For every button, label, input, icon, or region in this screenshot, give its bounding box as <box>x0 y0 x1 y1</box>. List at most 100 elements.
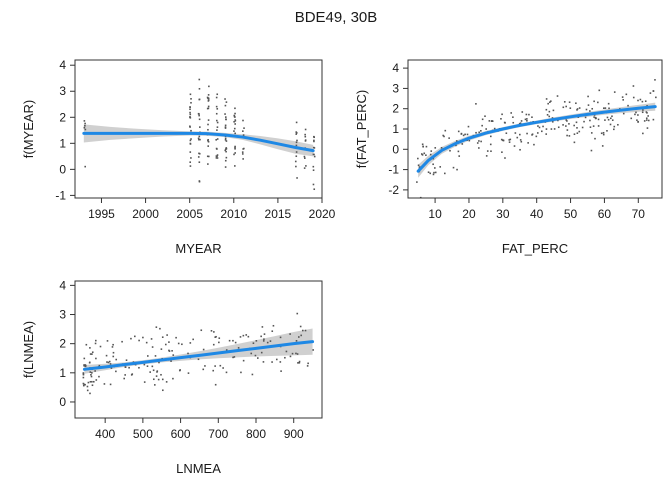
chart-1-residual-point <box>448 137 450 139</box>
chart-2-residual-point <box>295 352 297 355</box>
chart-0-residual-point <box>304 133 306 136</box>
chart-2-residual-point <box>128 366 130 369</box>
chart-1-residual-point <box>645 117 648 120</box>
chart-2-residual-point <box>296 353 299 355</box>
chart-2-fit-line <box>82 340 315 371</box>
chart-1-residual-point <box>639 98 642 101</box>
chart-0-residual-point <box>224 104 227 107</box>
chart-0-residual-point <box>198 152 201 155</box>
chart-0-residual-point <box>216 126 219 128</box>
chart-0-y-tick-label: 0 <box>59 162 66 176</box>
chart-0-residual-point <box>234 152 236 154</box>
chart-1-residual-point <box>536 132 539 134</box>
chart-1-residual-point <box>550 128 553 130</box>
chart-2-residual-point <box>189 342 192 344</box>
chart-0-residual-point <box>224 159 227 162</box>
chart-1-residual-point <box>429 153 432 156</box>
chart-0-residual-point <box>242 134 245 136</box>
chart-0-residual-point <box>304 139 307 141</box>
chart-1-y-tick-label: 2 <box>392 102 399 116</box>
chart-0-residual-point <box>189 108 191 111</box>
chart-0-residual-point <box>199 138 201 141</box>
chart-0-residual-point <box>234 165 236 167</box>
chart-1-residual-point <box>589 119 591 122</box>
chart-1-residual-point <box>652 118 655 121</box>
chart-1-residual-point <box>652 90 655 92</box>
chart-0-residual-point <box>243 127 245 129</box>
chart-1-residual-point <box>573 141 576 144</box>
chart-1-residual-point <box>538 126 541 129</box>
chart-1-residual-point <box>490 150 492 153</box>
chart-1-residual-point <box>551 120 554 123</box>
chart-0-x-tick-label: 2010 <box>220 207 247 221</box>
chart-0-residual-point <box>225 147 228 150</box>
chart-0-residual-point <box>233 114 236 117</box>
chart-2-residual-point <box>103 383 106 385</box>
chart-1-residual-point <box>636 119 638 121</box>
chart-2-residual-point <box>161 378 164 381</box>
chart-2-residual-point <box>255 340 258 342</box>
chart-1-residual-point <box>457 150 460 153</box>
chart-1-residual-point <box>591 107 594 110</box>
chart-2-residual-point <box>112 351 115 354</box>
chart-2-residual-point <box>165 381 168 383</box>
chart-0-residual-point <box>233 130 235 132</box>
chart-2-residual-point <box>202 348 205 351</box>
chart-1-residual-point <box>427 171 430 174</box>
chart-2-residual-point <box>89 371 92 373</box>
chart-1-residual-point <box>510 112 513 114</box>
chart-1-residual-point <box>462 134 465 137</box>
chart-1-residual-point <box>464 133 466 136</box>
chart-2-residual-point <box>92 380 95 383</box>
chart-2-residual-point <box>200 329 203 332</box>
chart-1-residual-point <box>432 157 435 160</box>
chart-1-x-tick-label: 20 <box>462 207 476 221</box>
chart-2-residual-point <box>171 350 173 352</box>
chart-0-y-tick-label: 1 <box>59 136 66 150</box>
chart-1-residual-point <box>493 127 496 130</box>
chart-1-residual-point <box>480 130 482 132</box>
chart-0-residual-point <box>215 105 218 108</box>
chart-0-fit-line <box>82 131 315 153</box>
chart-2-residual-point <box>197 358 200 361</box>
chart-0-residual-point <box>207 100 210 102</box>
chart-0-residual-point <box>190 157 192 159</box>
chart-1-x-axis-label: FAT_PERC <box>502 241 568 256</box>
chart-1-residual-point <box>583 120 585 123</box>
chart-1-residual-point <box>590 132 593 134</box>
chart-1-residual-point <box>608 107 610 110</box>
chart-1-residual-point <box>556 95 559 97</box>
chart-1-residual-point <box>589 110 591 112</box>
chart-1-y-tick-label: 0 <box>392 142 399 156</box>
chart-0-residual-point <box>295 141 298 144</box>
chart-1-residual-point <box>590 149 593 152</box>
chart-2-residual-point <box>156 371 158 373</box>
chart-2-residual-point <box>247 335 250 338</box>
chart-0-residual-point <box>206 107 209 110</box>
chart-1-residual-point <box>647 115 649 117</box>
chart-0-residual-point <box>295 155 298 158</box>
chart-2-residual-point <box>245 334 248 336</box>
chart-0-residual-point <box>207 97 209 99</box>
chart-0-residual-point <box>215 139 217 141</box>
chart-1-x-tick-label: 10 <box>428 207 442 221</box>
chart-2-residual-point <box>262 361 265 363</box>
chart-1-residual-point <box>432 163 434 166</box>
chart-2-residual-point <box>289 355 292 358</box>
chart-0-x-tick-label: 2000 <box>132 207 159 221</box>
chart-2-residual-point <box>242 359 245 362</box>
chart-1-residual-point <box>627 104 629 107</box>
chart-2-residual-point <box>172 354 175 356</box>
chart-0-residual-point <box>83 120 86 122</box>
chart-2-residual-point <box>86 385 89 388</box>
chart-1-residual-point <box>421 154 424 156</box>
chart-0-residual-point <box>295 132 298 134</box>
chart-1-plot-frame <box>407 59 663 199</box>
chart-1-residual-point <box>545 133 548 135</box>
chart-2-residual-point <box>239 336 242 338</box>
chart-2-residual-point <box>89 361 91 364</box>
chart-0-residual-point <box>216 108 219 110</box>
chart-0-y-tick-label: 4 <box>59 58 66 72</box>
chart-1-residual-point <box>597 101 599 104</box>
chart-2-residual-point <box>307 362 309 365</box>
